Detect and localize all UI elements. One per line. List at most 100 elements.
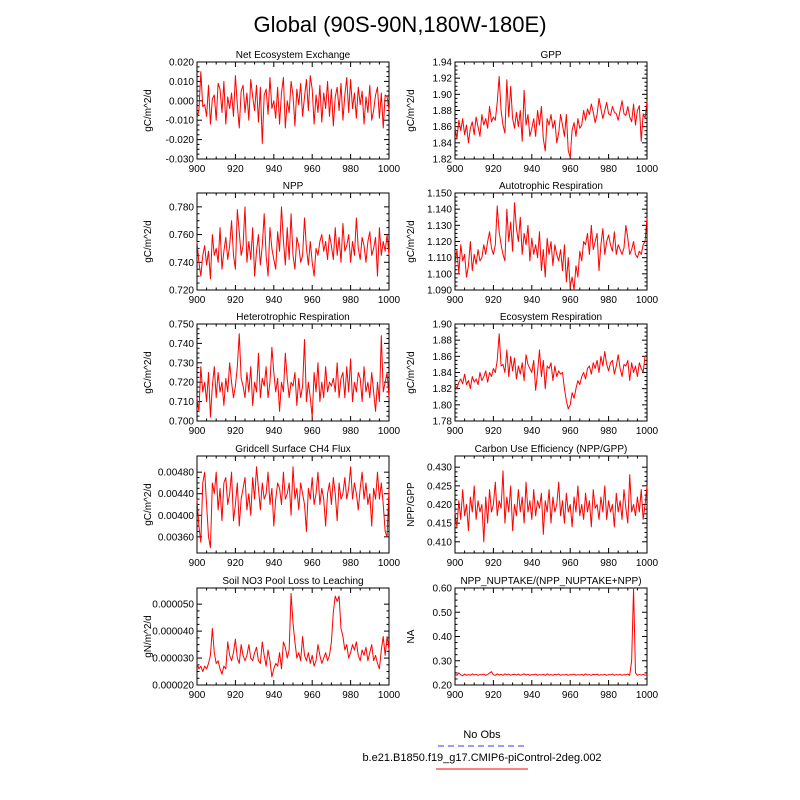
panel-3-ylabel: gC/m^2/d — [143, 220, 154, 263]
panel-7-xtick-label: 960 — [304, 558, 321, 569]
panel-8-xtick-label: 940 — [523, 558, 540, 569]
panels-grid: Net Ecosystem Exchange 900 920 940 960 980 100… — [143, 50, 659, 701]
panel-4-xtick-label: 900 — [447, 295, 464, 306]
panel-2-ytick-label: 1.94 — [433, 58, 453, 69]
panel-8-series-line — [454, 470, 648, 543]
panel-1-ytick-label: -0.030 — [166, 155, 195, 166]
panel-2-ytick-label: 1.88 — [433, 106, 453, 117]
panel-3-xtick-label: 900 — [189, 295, 206, 306]
panel-2-title: GPP — [540, 50, 561, 61]
panel-6-frame — [454, 323, 648, 422]
panel-4-xtick-label: 960 — [562, 295, 579, 306]
panel-3-xtick-label: 980 — [342, 295, 359, 306]
panel-10-xtick-label: 900 — [447, 690, 464, 701]
panel-9-ytick-label: 0.000050 — [152, 600, 194, 611]
panel-4-xtick-label: 920 — [485, 295, 502, 306]
panel-7-ylabel: gC/m^2/d — [143, 483, 154, 526]
panel-9-xtick-label: 980 — [342, 690, 359, 701]
figure-title: Global (90S-90N,180W-180E) — [253, 12, 546, 37]
panel-4-xtick-label: 980 — [600, 295, 617, 306]
panel-2-ytick-label: 1.84 — [433, 138, 453, 149]
panel-2-ylabel: gC/m^2/d — [406, 89, 417, 132]
legend-obs-label: No Obs — [463, 729, 501, 741]
panel-7-ytick-label: 0.00400 — [158, 511, 195, 522]
panel-8: Carbon Use Efficiency (NPP/GPP) 900 920 940… — [406, 444, 659, 569]
panel-9-frame — [196, 587, 390, 686]
panel-3-xtick-label: 920 — [227, 295, 244, 306]
panel-4-title: Autotrophic Respiration — [499, 181, 603, 192]
panel-5-ytick-label: 0.740 — [169, 339, 194, 350]
panel-3-series-line — [196, 206, 390, 280]
panel-2-ytick-label: 1.82 — [433, 155, 453, 166]
legend-model-label: b.e21.B1850.f19_g17.CMIP6-piControl-2deg… — [362, 752, 601, 764]
panel-5-ytick-label: 0.750 — [169, 320, 194, 331]
panel-10-frame — [454, 587, 648, 686]
panel-3-ytick-label: 0.780 — [169, 202, 194, 213]
panel-1-xtick-label: 920 — [227, 164, 244, 175]
panel-3-ytick-label: 0.740 — [169, 258, 194, 269]
panel-9-ytick-label: 0.000020 — [152, 681, 194, 692]
panel-1-ylabel: gC/m^2/d — [143, 89, 154, 132]
panel-9: Soil NO3 Pool Loss to Leaching 900 920 940 9… — [143, 576, 401, 701]
panel-2-ytick-label: 1.86 — [433, 122, 453, 133]
legend: No Obs b.e21.B1850.f19_g17.CMIP6-piContr… — [362, 729, 602, 770]
panel-7-ytick-label: 0.00440 — [158, 489, 195, 500]
panel-2-xtick-label: 920 — [485, 164, 502, 175]
panel-4-ytick-label: 1.090 — [427, 286, 452, 297]
panel-8-xtick-label: 960 — [562, 558, 579, 569]
panel-2-ytick-label: 1.90 — [433, 90, 453, 101]
panel-2: GPP 900 920 940 960 980 1000 1.82 1.84 1.86 1.88 1.… — [406, 50, 659, 175]
panel-10-xtick-label: 1000 — [636, 690, 659, 701]
panel-1-xtick-label: 1000 — [378, 164, 401, 175]
panel-1-ytick-label: 0.010 — [169, 77, 194, 88]
panel-10-ytick-label: 0.60 — [433, 584, 453, 595]
panel-3-ytick-label: 0.720 — [169, 286, 194, 297]
panel-5-ytick-label: 0.710 — [169, 397, 194, 408]
panel-3-ytick-label: 0.760 — [169, 230, 194, 241]
panel-5-xtick-label: 1000 — [378, 426, 401, 437]
panel-5-title: Heterotrophic Respiration — [236, 312, 349, 323]
panel-8-ylabel: NPP/GPP — [406, 482, 417, 527]
panel-10-xtick-label: 920 — [485, 690, 502, 701]
panel-9-title: Soil NO3 Pool Loss to Leaching — [222, 576, 363, 587]
panel-10-xtick-label: 980 — [600, 690, 617, 701]
panel-9-xtick-label: 940 — [265, 690, 282, 701]
panel-4-xtick-label: 940 — [523, 295, 540, 306]
panel-8-ytick-label: 0.420 — [427, 500, 452, 511]
panel-6-ytick-label: 1.86 — [433, 352, 453, 363]
panel-10: NPP_NUPTAKE/(NPP_NUPTAKE+NPP) 900 920 940 96… — [406, 576, 659, 701]
panel-9-ylabel: gN/m^2/d — [143, 615, 154, 658]
panel-9-ytick-label: 0.000030 — [152, 654, 194, 665]
panel-2-xtick-label: 1000 — [636, 164, 659, 175]
panel-3-title: NPP — [283, 181, 304, 192]
panel-4: Autotrophic Respiration 900 920 940 960 980 10… — [406, 181, 659, 306]
panel-2-xtick-label: 900 — [447, 164, 464, 175]
panel-5-frame — [196, 323, 390, 422]
panel-4-ytick-label: 1.130 — [427, 221, 452, 232]
panel-9-series-line — [196, 592, 390, 678]
panel-6-xtick-label: 1000 — [636, 426, 659, 437]
panel-4-ytick-label: 1.100 — [427, 269, 452, 280]
panel-6-ytick-label: 1.78 — [433, 417, 453, 428]
panel-1-title: Net Ecosystem Exchange — [236, 50, 351, 61]
panel-6-ytick-label: 1.82 — [433, 384, 453, 395]
panel-4-ylabel: gC/m^2/d — [406, 220, 417, 263]
panel-10-xtick-label: 960 — [562, 690, 579, 701]
panel-4-ytick-label: 1.110 — [428, 253, 453, 264]
panel-6-ytick-label: 1.88 — [433, 336, 453, 347]
panel-6-title: Ecosystem Respiration — [500, 312, 602, 323]
panel-8-xtick-label: 1000 — [636, 558, 659, 569]
panel-9-ytick-label: 0.000040 — [152, 627, 194, 638]
panel-2-xtick-label: 960 — [562, 164, 579, 175]
panel-8-xtick-label: 980 — [600, 558, 617, 569]
panel-6-xtick-label: 940 — [523, 426, 540, 437]
panel-7-xtick-label: 900 — [189, 558, 206, 569]
panel-7-xtick-label: 940 — [265, 558, 282, 569]
panel-5-ytick-label: 0.730 — [169, 358, 194, 369]
panel-6-xtick-label: 960 — [562, 426, 579, 437]
panel-1-ytick-label: 0.000 — [169, 96, 194, 107]
panel-6-ytick-label: 1.84 — [433, 368, 453, 379]
panel-10-ylabel: NA — [406, 629, 417, 643]
panel-1-ytick-label: -0.010 — [166, 116, 195, 127]
panel-1-ytick-label: -0.020 — [166, 135, 195, 146]
